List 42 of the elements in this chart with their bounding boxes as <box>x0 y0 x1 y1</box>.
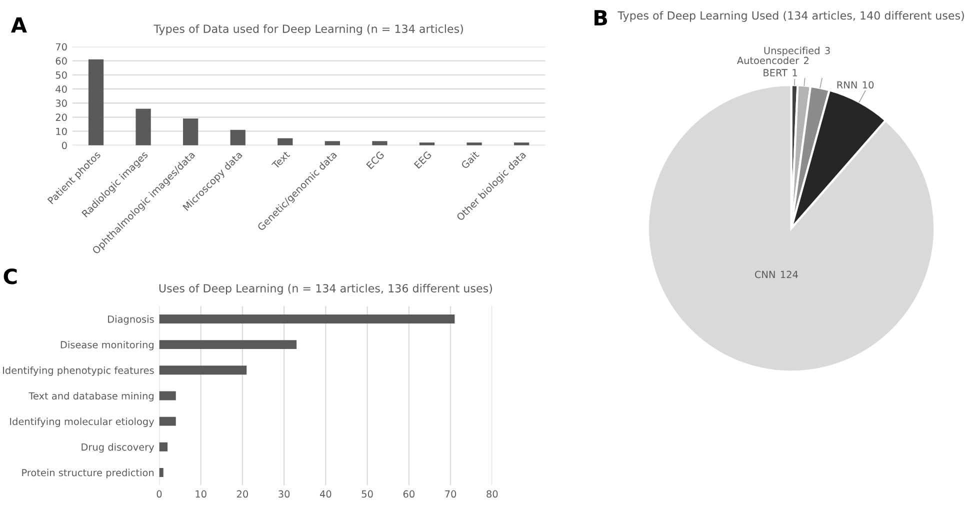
text: B <box>594 10 608 26</box>
y-tick-label: 0 <box>62 142 67 150</box>
slice-label: Autoencoder <box>736 56 800 64</box>
y-tick-label: Diagnosis <box>108 315 154 325</box>
data-label: 1 <box>792 69 797 76</box>
y-tick-label: Disease monitoring <box>60 340 154 350</box>
y-tick-label: Drug discovery <box>82 443 154 453</box>
y-tick-label: 40 <box>56 85 67 93</box>
x-tick-label: 30 <box>278 490 290 498</box>
y-tick-label: Identifying phenotypic features <box>3 366 154 376</box>
x-tick-label: 20 <box>236 490 248 498</box>
x-tick-label: 50 <box>362 490 373 498</box>
y-tick-label: 30 <box>56 100 67 107</box>
x-tick-label: 60 <box>403 490 414 498</box>
x-tick-label: Text <box>271 150 290 170</box>
y-tick-label: Text and database mining <box>28 392 154 402</box>
data-label: 124 <box>780 270 798 278</box>
x-tick-label: 40 <box>320 490 332 498</box>
y-tick-label: Identifying molecular etiology <box>10 418 154 428</box>
chart-title: Types of Deep Learning Used (134 articles, 140 different uses) <box>618 11 964 22</box>
y-tick-label: 50 <box>56 71 67 79</box>
y-tick-label: 60 <box>56 57 67 65</box>
data-label: 10 <box>862 81 874 89</box>
slice-label: BERT <box>764 69 788 76</box>
x-tick-label: 10 <box>196 490 206 498</box>
x-tick-label: 80 <box>486 490 498 498</box>
text: A <box>11 17 27 33</box>
y-tick-label: Protein structure prediction <box>22 468 154 478</box>
y-tick-label: 10 <box>56 128 67 136</box>
data-label: 3 <box>825 46 830 54</box>
chart-title: Uses of Deep Learning (n = 134 articles, 136 different uses) <box>159 284 492 295</box>
y-tick-label: 20 <box>56 114 67 121</box>
slice-label: Unspecified <box>764 46 820 56</box>
x-tick-label: 70 <box>445 490 456 498</box>
data-label: 2 <box>804 56 808 64</box>
y-tick-label: 70 <box>56 43 67 51</box>
slice-label: RNN <box>837 81 857 88</box>
x-tick-label: Gait <box>460 150 480 170</box>
chart-title: Types of Data used for Deep Learning (n = 134 articles) <box>154 24 463 36</box>
x-tick-label: 0 <box>156 490 162 498</box>
text: C <box>4 268 17 284</box>
slice-label: CNN <box>754 270 775 278</box>
